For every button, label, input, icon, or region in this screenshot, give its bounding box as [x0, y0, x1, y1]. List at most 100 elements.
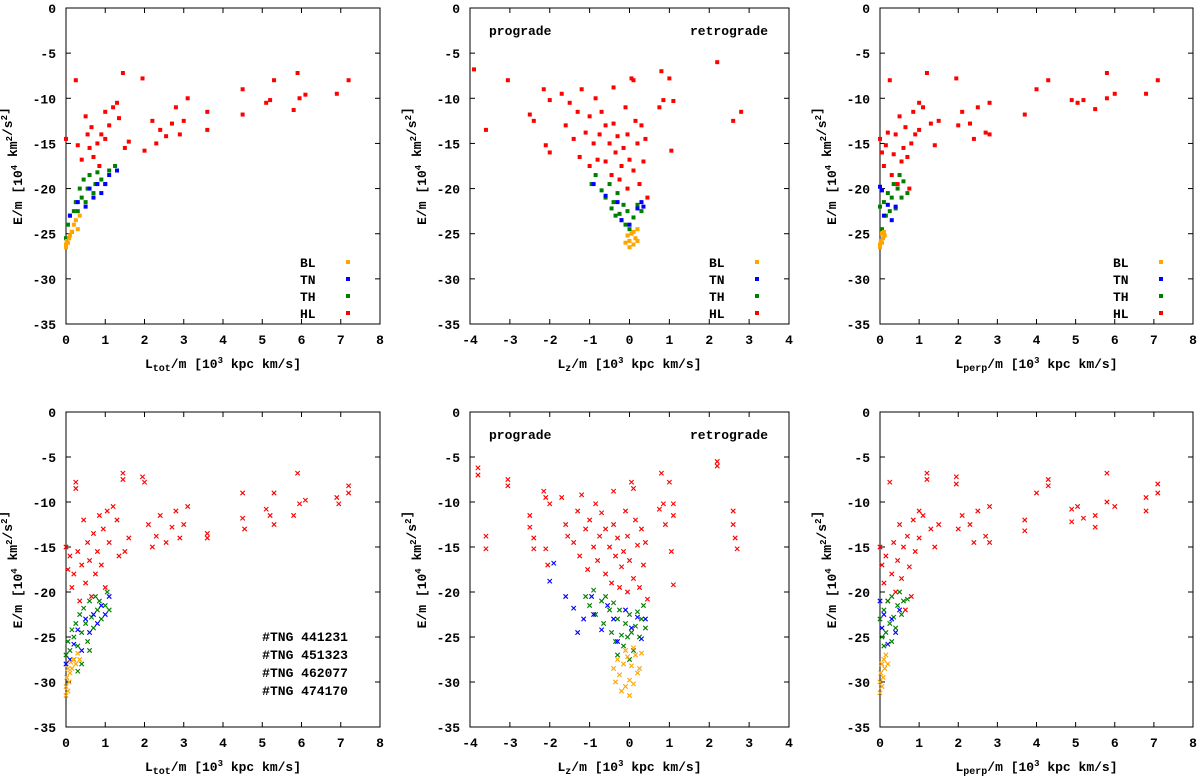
series-HL — [877, 470, 1161, 613]
data-point — [889, 616, 895, 622]
data-point — [204, 530, 210, 537]
x-tick-label: -3 — [502, 736, 518, 751]
data-point — [527, 524, 533, 530]
data-point — [878, 136, 882, 141]
x-tick-label: 2 — [954, 333, 962, 348]
data-point — [64, 245, 68, 250]
data-point — [878, 184, 882, 189]
data-point — [917, 100, 922, 105]
data-point — [986, 503, 993, 510]
y-tick-label: -5 — [40, 451, 56, 466]
y-tick-label: -20 — [437, 183, 461, 198]
y-axis-label: E/m [104 km2/s2] — [0, 511, 26, 629]
tng-id-label: #TNG 474170 — [262, 684, 348, 699]
data-point — [881, 164, 886, 168]
data-point — [630, 681, 637, 687]
data-point — [69, 665, 75, 672]
data-point — [98, 602, 104, 609]
data-point — [635, 238, 640, 243]
data-point — [887, 620, 893, 627]
data-point — [893, 589, 899, 595]
data-point — [920, 512, 926, 519]
data-point — [627, 245, 632, 250]
data-point — [628, 663, 635, 669]
x-tick-label: 7 — [337, 333, 345, 348]
data-point — [77, 611, 83, 618]
data-point — [1104, 470, 1110, 476]
data-point — [158, 127, 163, 132]
data-point — [632, 623, 639, 629]
data-point — [1033, 490, 1040, 496]
data-point — [1069, 98, 1074, 103]
data-point — [559, 494, 565, 501]
series-HL — [64, 71, 351, 168]
data-point — [336, 501, 342, 507]
data-point — [169, 121, 174, 126]
data-point — [65, 688, 71, 694]
data-point — [882, 233, 887, 238]
data-point — [916, 535, 922, 541]
data-point — [881, 200, 886, 205]
data-point — [632, 517, 639, 523]
data-point — [1069, 519, 1075, 525]
data-point — [622, 647, 629, 654]
data-point — [272, 78, 277, 83]
data-point — [95, 170, 100, 175]
data-point — [635, 227, 640, 232]
data-point — [205, 109, 210, 114]
data-point — [67, 236, 72, 241]
data-point — [609, 206, 614, 211]
data-point — [531, 118, 536, 123]
x-tick-label: 0 — [876, 333, 884, 348]
data-point — [616, 672, 623, 678]
data-point — [638, 526, 645, 532]
series-BL — [877, 652, 891, 696]
data-point — [106, 607, 112, 613]
x-tick-label: 0 — [626, 333, 634, 348]
data-point — [75, 548, 81, 555]
data-point — [291, 512, 297, 519]
data-point — [635, 206, 640, 211]
data-point — [975, 508, 981, 514]
y-tick-label: -20 — [847, 586, 871, 601]
data-point — [893, 132, 898, 137]
data-point — [621, 202, 626, 207]
data-point — [936, 118, 941, 123]
data-point — [889, 195, 894, 200]
data-point — [116, 116, 121, 121]
data-point — [1034, 87, 1039, 92]
data-point — [240, 515, 246, 521]
data-point — [94, 620, 100, 627]
data-point — [204, 535, 210, 541]
data-point — [531, 546, 537, 552]
data-point — [626, 692, 633, 699]
data-point — [879, 188, 884, 193]
x-axis-label: Lz/m [103 kpc km/s] — [557, 356, 701, 375]
data-point — [640, 562, 647, 568]
x-tick-label: 5 — [258, 333, 266, 348]
data-point — [887, 479, 893, 485]
legend-label-hl: HL — [1113, 307, 1129, 322]
data-point — [1092, 524, 1098, 530]
y-tick-label: -10 — [33, 92, 57, 107]
data-point — [77, 598, 83, 604]
legend-marker-tn — [1159, 277, 1163, 281]
data-point — [587, 517, 593, 523]
data-point — [591, 182, 596, 187]
data-point — [571, 539, 577, 546]
series-BL — [878, 229, 887, 250]
data-point — [883, 652, 889, 658]
data-point — [149, 544, 155, 550]
data-point — [593, 96, 598, 101]
data-point — [635, 141, 640, 146]
data-point — [971, 539, 977, 546]
data-point — [905, 154, 910, 159]
x-tick-label: 8 — [376, 333, 384, 348]
data-point — [631, 168, 636, 173]
data-point — [644, 596, 651, 602]
x-tick-label: 2 — [705, 333, 713, 348]
data-point — [120, 71, 125, 76]
x-tick-label: -4 — [462, 736, 478, 751]
data-point — [593, 173, 598, 178]
data-point — [71, 222, 76, 227]
